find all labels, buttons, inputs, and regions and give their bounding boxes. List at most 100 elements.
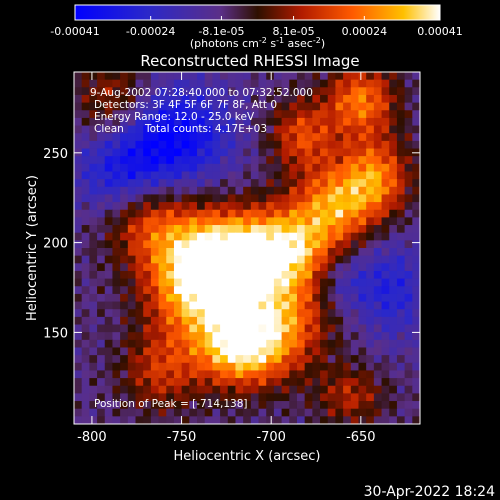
heatmap-cell <box>197 309 206 318</box>
heatmap-cell <box>81 248 90 257</box>
heatmap-cell <box>335 240 344 249</box>
heatmap-cell <box>266 209 275 218</box>
heatmap-cell <box>350 140 360 150</box>
heatmap-cell <box>389 339 398 349</box>
heatmap-cell <box>212 79 221 88</box>
heatmap-cell <box>81 232 90 241</box>
heatmap-cell <box>366 270 375 280</box>
heatmap-cell <box>320 316 329 326</box>
colorbar-tick-label: 8.1e-05 <box>272 25 314 38</box>
heatmap-cell <box>143 148 152 157</box>
heatmap-cell <box>381 401 390 410</box>
heatmap-cell <box>212 370 221 379</box>
heatmap-cell <box>212 324 221 333</box>
heatmap-cell <box>243 416 252 424</box>
heatmap-cell <box>243 140 252 150</box>
heatmap-cell <box>189 240 198 249</box>
heatmap-cell <box>258 140 267 150</box>
heatmap-cell <box>235 102 244 111</box>
heatmap-cell <box>281 156 290 165</box>
heatmap-cell <box>158 133 167 142</box>
heatmap-cell <box>389 378 398 387</box>
heatmap-cell <box>104 286 114 295</box>
heatmap-cell <box>97 401 106 410</box>
heatmap-cell <box>350 125 360 134</box>
heatmap-cell <box>258 87 267 96</box>
heatmap-cell <box>227 286 237 295</box>
heatmap-cell <box>373 416 383 424</box>
heatmap-cell <box>227 278 237 287</box>
heatmap-cell <box>250 202 260 211</box>
heatmap-cell <box>104 370 114 379</box>
heatmap-cell <box>89 148 98 157</box>
heatmap-cell <box>135 179 144 188</box>
heatmap-cell <box>335 270 344 280</box>
heatmap-cell <box>343 186 352 196</box>
heatmap-cell <box>166 301 175 310</box>
heatmap-cell <box>212 72 221 81</box>
heatmap-cell <box>396 255 406 264</box>
heatmap-cell <box>212 393 221 402</box>
heatmap-cell <box>250 378 260 387</box>
heatmap-cell <box>396 362 406 372</box>
heatmap-cell <box>296 110 306 119</box>
heatmap-cell <box>312 309 321 318</box>
heatmap-cell <box>74 110 83 119</box>
heatmap-cell <box>266 324 275 333</box>
heatmap-cell <box>320 370 329 379</box>
heatmap-cell <box>173 347 183 356</box>
heatmap-cell <box>296 255 306 264</box>
heatmap-cell <box>243 347 252 356</box>
heatmap-cell <box>296 163 306 173</box>
heatmap-cell <box>343 87 352 96</box>
heatmap-cell <box>366 156 375 165</box>
heatmap-cell <box>412 217 420 226</box>
heatmap-cell <box>389 278 398 287</box>
heatmap-cell <box>181 171 190 180</box>
heatmap-cell <box>181 270 190 280</box>
heatmap-cell <box>296 378 306 387</box>
heatmap-cell <box>358 324 367 333</box>
heatmap-cell <box>327 408 337 417</box>
heatmap-cell <box>227 171 237 180</box>
heatmap-cell <box>266 385 275 394</box>
heatmap-cell <box>235 370 244 379</box>
heatmap-cell <box>250 347 260 356</box>
heatmap-cell <box>220 362 229 372</box>
heatmap-cell <box>112 332 121 341</box>
heatmap-cell <box>104 209 114 218</box>
heatmap-cell <box>373 339 383 349</box>
heatmap-cell <box>243 87 252 96</box>
heatmap-cell <box>81 87 90 96</box>
heatmap-cell <box>74 301 83 310</box>
heatmap-cell <box>289 347 298 356</box>
heatmap-cell <box>127 110 137 119</box>
heatmap-cell <box>127 416 137 424</box>
heatmap-cell <box>358 263 367 272</box>
heatmap-cell <box>273 110 283 119</box>
heatmap-cell <box>81 156 90 165</box>
heatmap-cell <box>135 339 144 349</box>
heatmap-cell <box>327 232 337 241</box>
heatmap-cell <box>412 316 420 326</box>
heatmap-cell <box>350 393 360 402</box>
heatmap-cell <box>289 156 298 165</box>
heatmap-cell <box>396 117 406 127</box>
heatmap-cell <box>389 286 398 295</box>
heatmap-cell <box>166 355 175 364</box>
heatmap-cell <box>281 293 290 303</box>
heatmap-cell <box>343 217 352 226</box>
heatmap-cell <box>189 324 198 333</box>
heatmap-cell <box>296 408 306 417</box>
heatmap-cell <box>97 171 106 180</box>
heatmap-cell <box>281 110 290 119</box>
heatmap-cell <box>381 240 390 249</box>
heatmap-cell <box>273 286 283 295</box>
heatmap-cell <box>158 301 167 310</box>
heatmap-cell <box>327 339 337 349</box>
heatmap-cell <box>412 324 420 333</box>
heatmap-cell <box>189 110 198 119</box>
heatmap-cell <box>258 270 267 280</box>
heatmap-cell <box>158 370 167 379</box>
heatmap-cell <box>320 355 329 364</box>
